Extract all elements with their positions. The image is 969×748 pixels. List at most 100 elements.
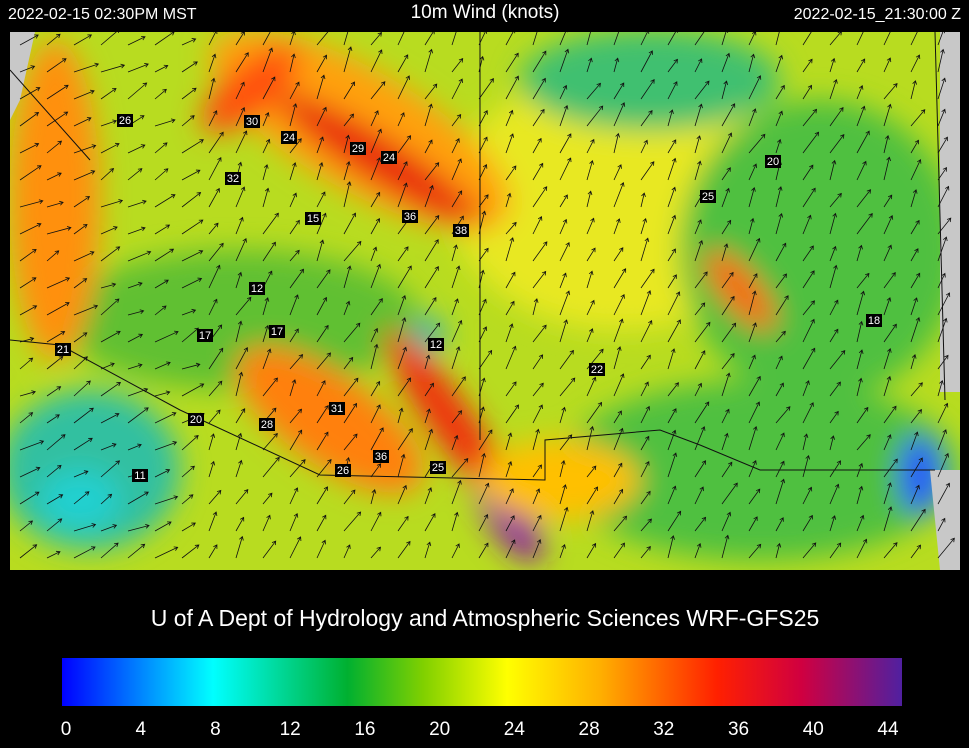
wind-arrow	[316, 352, 332, 370]
wind-label-box	[117, 114, 133, 127]
wind-arrow	[505, 109, 514, 127]
wind-arrow	[100, 381, 122, 397]
wind-label: 22	[591, 364, 603, 376]
wind-arrow	[748, 75, 762, 100]
wind-arrow	[316, 239, 325, 262]
colorbar-tick-label: 20	[429, 719, 450, 740]
wind-arrow	[262, 138, 271, 154]
wind-arrow	[748, 543, 762, 559]
wind-arrow	[667, 535, 675, 559]
wind-arrow	[613, 346, 622, 370]
wind-arrow	[505, 488, 514, 505]
wind-arrow	[478, 194, 489, 208]
wind-arrow	[289, 219, 300, 235]
wind-arrow	[586, 217, 595, 235]
wind-arrow	[451, 32, 457, 46]
wind-arrow	[694, 382, 703, 397]
wind-arrow	[46, 386, 62, 397]
wind-arrow	[667, 248, 676, 262]
wind-arrow	[100, 32, 120, 46]
wind-arrow	[856, 213, 873, 235]
wind-arrow	[73, 89, 95, 100]
wind-arrow	[775, 382, 784, 397]
wind-arrow	[694, 321, 711, 343]
wind-arrow	[451, 138, 460, 154]
wind-arrow	[397, 161, 408, 181]
wind-arrow	[262, 377, 278, 397]
colorbar-tick-label: 24	[504, 719, 526, 740]
wind-arrow	[154, 330, 179, 343]
wind-arrow	[397, 428, 413, 451]
wind-label: 12	[251, 283, 263, 295]
wind-arrow	[640, 319, 653, 343]
wind-arrow	[910, 508, 926, 532]
wind-arrow	[613, 57, 620, 73]
wind-arrow	[640, 237, 650, 262]
wind-arrow	[721, 243, 729, 262]
wind-arrow	[721, 167, 731, 181]
wind-arrow	[559, 218, 568, 235]
wind-arrow	[127, 523, 150, 532]
wind-arrow	[613, 218, 621, 235]
wind-arrow	[343, 181, 352, 208]
wind-arrow	[721, 372, 731, 397]
wind-arrow	[802, 542, 817, 559]
wind-arrow	[721, 52, 731, 73]
wind-arrow	[802, 245, 814, 262]
wind-arrow	[73, 34, 93, 46]
wind-arrow	[73, 278, 88, 289]
wind-arrow	[316, 191, 326, 208]
wind-arrow	[127, 443, 142, 451]
wind-arrow	[505, 221, 517, 235]
wind-arrow	[883, 482, 892, 505]
wind-arrow	[451, 244, 458, 262]
wind-arrow	[640, 139, 648, 154]
wind-arrow	[370, 32, 382, 46]
wind-arrow	[262, 76, 276, 100]
wind-arrow	[289, 294, 299, 316]
wind-arrow	[856, 434, 871, 451]
wind-arrow	[208, 131, 224, 154]
wind-arrow	[262, 47, 274, 73]
wind-arrow	[478, 452, 486, 478]
wind-arrow	[19, 466, 41, 478]
wind-arrow	[478, 542, 489, 559]
wind-label-box	[225, 172, 241, 185]
wind-arrow	[910, 544, 921, 559]
wind-arrow	[559, 157, 572, 181]
wind-arrow	[154, 521, 172, 532]
wind-arrow	[829, 483, 840, 505]
wind-arrow	[343, 544, 351, 559]
wind-arrow	[181, 192, 202, 208]
wind-arrow	[694, 543, 702, 559]
wind-arrow	[154, 361, 171, 370]
wind-arrow	[316, 514, 327, 532]
wind-arrow	[775, 330, 786, 343]
wind-arrow	[856, 406, 869, 424]
wind-arrow	[667, 109, 674, 127]
wind-arrow	[532, 162, 544, 181]
wind-arrow	[46, 33, 61, 46]
wind-arrow	[721, 132, 733, 154]
wind-arrow	[235, 320, 243, 343]
wind-arrow	[100, 226, 118, 235]
wind-label-box	[329, 402, 345, 415]
wind-arrow	[505, 345, 517, 370]
wind-arrow	[181, 435, 199, 451]
wind-arrow	[235, 186, 246, 208]
wind-arrow	[154, 194, 176, 208]
wind-arrow	[46, 172, 62, 181]
wind-arrow	[829, 410, 839, 424]
wind-label-box	[335, 464, 351, 477]
wind-arrow	[856, 272, 870, 289]
wind-arrow	[316, 296, 328, 316]
wind-arrow	[910, 316, 921, 343]
wind-arrow	[667, 186, 677, 208]
wind-arrow	[937, 292, 951, 316]
wind-arrow	[397, 182, 408, 208]
wind-arrow	[208, 187, 220, 208]
wind-arrow	[640, 518, 652, 532]
colorbar-tick-label: 44	[877, 719, 899, 740]
wind-arrow	[667, 429, 677, 451]
wind-arrow	[613, 102, 626, 127]
